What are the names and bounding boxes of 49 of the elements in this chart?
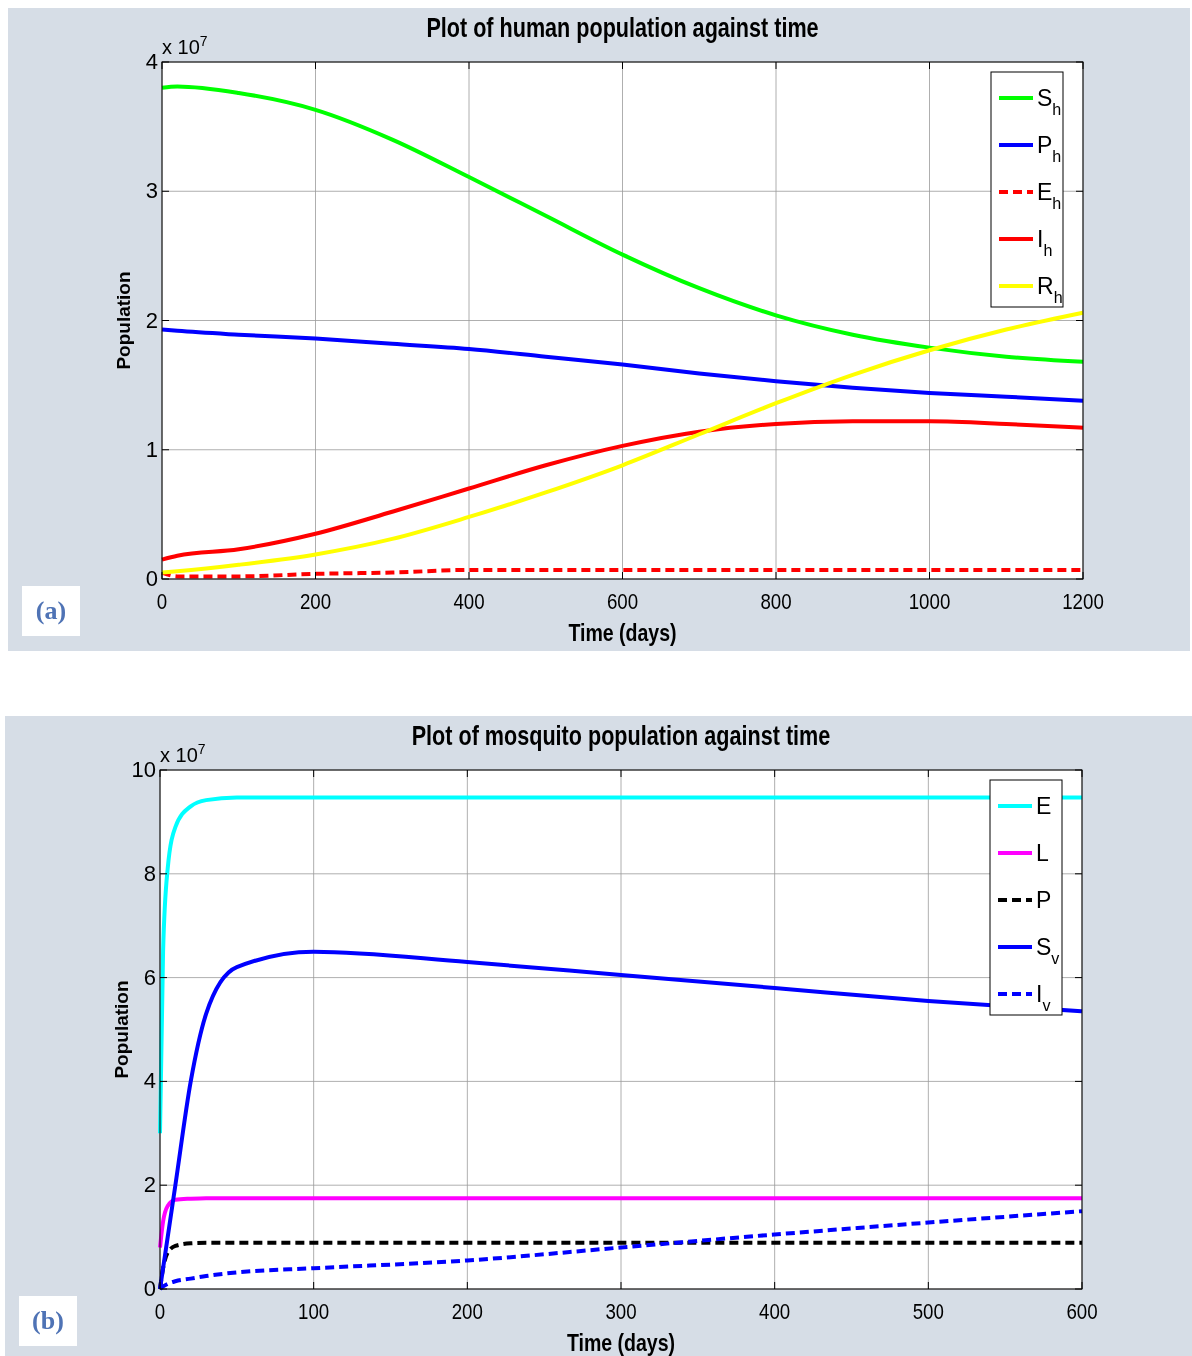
y-tick-label: 4 bbox=[143, 1068, 156, 1094]
text: (b) bbox=[32, 1306, 64, 1335]
y-tick-label: 3 bbox=[145, 178, 158, 204]
x-tick-label: 300 bbox=[605, 1299, 637, 1324]
x-tick-label: 600 bbox=[1066, 1299, 1098, 1324]
y-tick-label: 4 bbox=[145, 49, 158, 74]
x-axis-title: Time (days) bbox=[566, 1330, 676, 1356]
legend-label: E bbox=[1036, 793, 1052, 819]
x-tick-label: 800 bbox=[760, 589, 792, 614]
x-tick-label: 600 bbox=[606, 589, 639, 614]
line-series bbox=[158, 795, 1084, 1136]
chart-title: Plot of mosquito population against time bbox=[411, 720, 831, 751]
x-axis-title: Time (days) bbox=[568, 620, 677, 647]
y-tick-label: 2 bbox=[145, 307, 158, 333]
legend-label: S$_{h}$ bbox=[1037, 85, 1062, 118]
x-tick-label: 500 bbox=[912, 1299, 944, 1324]
line-series bbox=[160, 84, 1085, 364]
line-series bbox=[158, 1196, 1084, 1250]
x-tick-label: 400 bbox=[453, 589, 485, 614]
legend-label: P bbox=[1036, 887, 1052, 913]
x-tick-label: 100 bbox=[298, 1299, 330, 1324]
y-tick-label: 2 bbox=[143, 1172, 156, 1198]
y-axis-title: Population bbox=[111, 980, 132, 1079]
line-series bbox=[160, 327, 1085, 403]
text: x 10$^{7}$ bbox=[162, 33, 208, 58]
chart-title: Plot of human population against time bbox=[426, 12, 819, 43]
y-tick-label: 0 bbox=[145, 566, 158, 591]
legend-label: E$_{h}$ bbox=[1037, 179, 1062, 212]
line-series bbox=[160, 419, 1085, 562]
x-tick-label: 400 bbox=[759, 1299, 791, 1324]
y-tick-label: 10 bbox=[131, 757, 156, 782]
y-tick-label: 8 bbox=[143, 860, 156, 886]
y-tick-label: 0 bbox=[143, 1276, 156, 1301]
x-tick-label: 200 bbox=[299, 589, 332, 614]
legend-label: L bbox=[1036, 840, 1049, 866]
legend-label: S$_{v}$ bbox=[1036, 934, 1060, 967]
legend-label: I$_{h}$ bbox=[1037, 226, 1053, 259]
legend-label: P$_{h}$ bbox=[1037, 132, 1062, 165]
text: x 10$^{7}$ bbox=[160, 741, 206, 766]
y-axis-title: Population bbox=[113, 271, 134, 370]
y-tick-label: 6 bbox=[143, 964, 156, 990]
x-tick-label: 1000 bbox=[908, 589, 951, 614]
x-tick-label: 200 bbox=[451, 1299, 483, 1324]
legend-label: R$_{h}$ bbox=[1037, 273, 1063, 306]
y-tick-label: 1 bbox=[145, 436, 158, 462]
legend-label: I$_{v}$ bbox=[1036, 981, 1051, 1014]
text: (a) bbox=[35, 596, 67, 625]
line-series bbox=[160, 310, 1085, 575]
x-tick-label: 1200 bbox=[1062, 589, 1104, 614]
